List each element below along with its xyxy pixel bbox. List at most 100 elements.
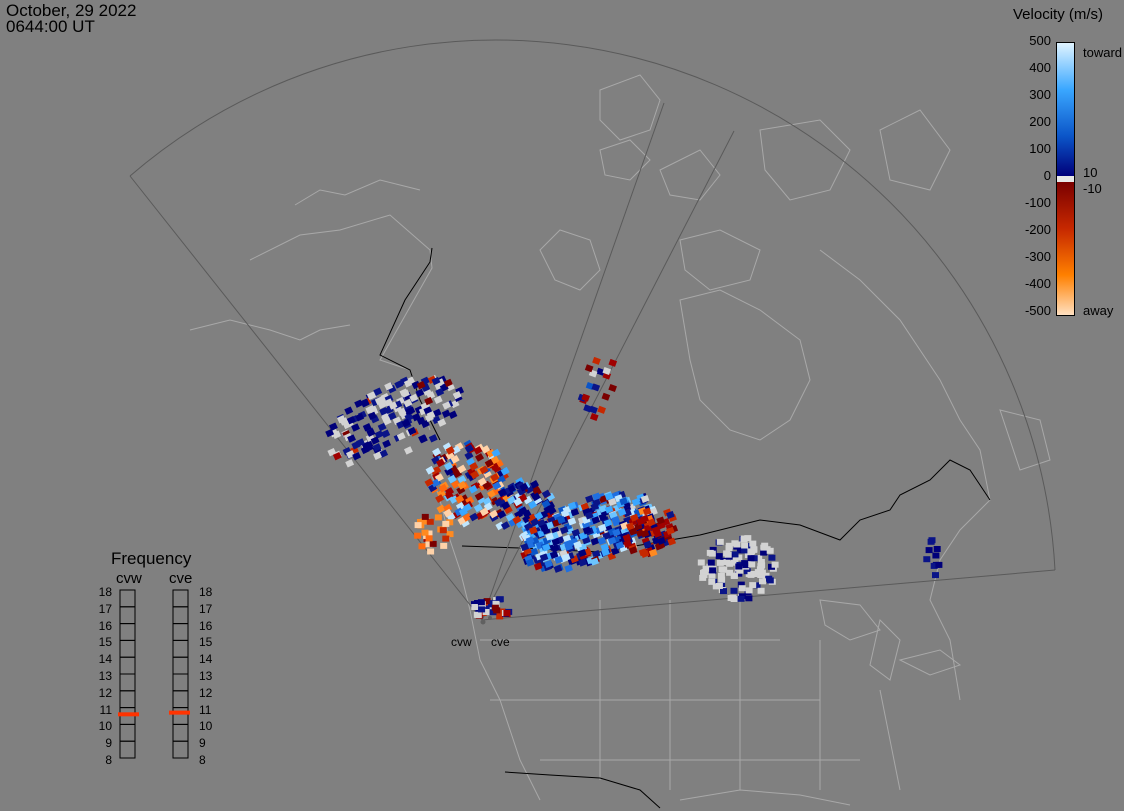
velocity-cell: [372, 443, 382, 452]
velocity-cell: [731, 551, 739, 558]
velocity-cell: [498, 488, 508, 497]
velocity-cell: [585, 495, 594, 504]
velocity-cell: [370, 436, 380, 445]
velocity-cell: [414, 522, 422, 529]
velocity-cell: [362, 423, 372, 432]
frequency-gauge-cell: [172, 639, 189, 658]
velocity-cell: [339, 417, 349, 426]
velocity-cell: [503, 610, 511, 616]
velocity-cell: [715, 553, 723, 560]
frequency-gauge-cell: [172, 723, 189, 742]
velocity-cell: [933, 546, 941, 552]
velocity-cell: [927, 538, 935, 545]
velocity-cell: [451, 445, 461, 455]
frequency-gauge-cell: [119, 589, 136, 608]
frequency-radar-cve: cve: [169, 570, 193, 587]
velocity-cell: [541, 489, 551, 499]
velocity-cell: [730, 572, 738, 579]
velocity-cell: [589, 413, 599, 422]
velocity-cell: [373, 387, 383, 396]
velocity-cell: [591, 516, 601, 525]
velocity-cell: [562, 505, 572, 514]
velocity-cell: [437, 418, 447, 427]
velocity-cell: [432, 447, 442, 457]
velocity-cell: [515, 519, 525, 529]
velocity-cell: [374, 396, 384, 405]
velocity-cell: [744, 552, 752, 559]
frequency-scale-label: 17: [199, 601, 213, 616]
velocity-cell: [601, 392, 611, 401]
velocity-cell: [542, 543, 551, 552]
frequency-gauge-cell: [172, 740, 189, 759]
velocity-cell: [377, 422, 387, 432]
velocity-cell: [582, 526, 592, 535]
velocity-cell: [474, 492, 484, 501]
velocity-cell: [771, 561, 779, 568]
frequency-scale-label: 13: [199, 669, 213, 683]
velocity-cell: [332, 451, 342, 461]
coastline-outlines: [189, 74, 1051, 806]
velocity-cell: [747, 548, 755, 555]
velocity-cell: [730, 587, 738, 594]
frequency-gauge-cell: [172, 623, 189, 641]
velocity-cell: [611, 515, 621, 524]
velocity-cell: [531, 492, 541, 502]
frequency-gauge-cell: [172, 707, 189, 725]
colorbar-away-label: away: [1083, 303, 1114, 318]
velocity-cell: [701, 569, 709, 576]
velocity-cell: [445, 451, 455, 460]
velocity-cell: [455, 502, 465, 511]
velocity-cell: [495, 521, 505, 531]
velocity-cell: [373, 451, 382, 460]
frequency-scale-label: 18: [98, 585, 112, 599]
frequency-indicator-cvw: [118, 712, 139, 717]
frequency-scale-label: 14: [199, 652, 213, 667]
colorbar-inner-label-pos: 10: [1083, 165, 1098, 180]
velocity-cell: [520, 530, 530, 540]
velocity-cell: [766, 577, 774, 584]
frequency-gauge-cell: [119, 673, 136, 692]
velocity-cell: [524, 485, 534, 494]
velocity-cell: [708, 572, 716, 579]
velocity-cell: [625, 522, 635, 531]
velocity-cell: [726, 569, 734, 576]
velocity-cell: [384, 398, 394, 407]
velocity-cell: [608, 384, 617, 393]
velocity-cell: [607, 497, 617, 506]
velocity-cell: [747, 555, 755, 562]
velocity-cell: [503, 505, 513, 515]
colorbar-tick: -100: [1024, 195, 1051, 210]
velocity-cell: [513, 497, 523, 507]
frequency-scale-label: 9: [105, 736, 112, 751]
colorbar-tick: -500: [1024, 303, 1051, 318]
velocity-cell: [735, 563, 743, 570]
velocity-cell: [442, 401, 452, 410]
velocity-cell: [497, 499, 507, 508]
velocity-cell: [745, 587, 753, 594]
velocity-cell: [523, 495, 533, 505]
velocity-cell: [520, 543, 530, 552]
velocity-cell: [519, 482, 529, 492]
velocity-cell: [640, 549, 650, 558]
velocity-cell: [495, 596, 503, 603]
velocity-cell: [464, 444, 474, 453]
velocity-cell: [436, 504, 446, 514]
velocity-cell: [573, 540, 583, 549]
velocity-cell: [403, 379, 413, 388]
velocity-cell: [628, 527, 638, 536]
velocity-cell: [757, 563, 765, 570]
velocity-cell: [617, 508, 627, 517]
velocity-cell: [399, 388, 409, 397]
frequency-gauge-cell: [119, 656, 136, 675]
velocity-cell: [590, 502, 600, 511]
velocity-cell: [520, 520, 530, 529]
velocity-cell: [425, 465, 435, 475]
velocity-cell: [628, 546, 638, 555]
velocity-cell: [567, 501, 577, 510]
velocity-cell: [596, 367, 605, 376]
velocity-cell: [649, 507, 658, 516]
velocity-cell: [447, 474, 457, 484]
velocity-cell: [404, 446, 413, 455]
velocity-cell: [381, 429, 391, 438]
velocity-cell: [482, 497, 492, 506]
